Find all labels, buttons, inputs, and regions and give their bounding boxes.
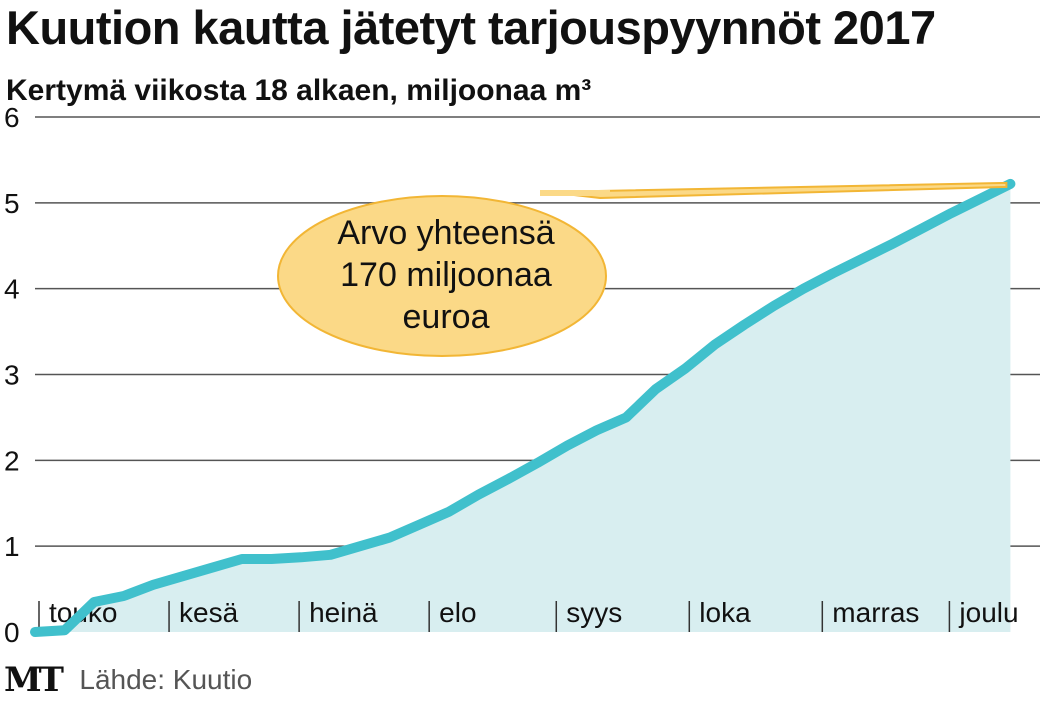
y-tick-label: 2 xyxy=(4,445,20,476)
source-note: Lähde: Kuutio xyxy=(79,664,253,695)
y-tick-label: 3 xyxy=(4,360,20,391)
publisher-logo: MT xyxy=(4,660,64,700)
callout-seam xyxy=(540,190,610,196)
month-label: marras xyxy=(832,597,919,628)
annotation-callout: Arvo yhteensä 170 miljoonaa euroa xyxy=(277,181,1008,357)
y-tick-label: 1 xyxy=(4,531,20,562)
month-label-layer: touko kesä heinä elo syys loka marras joulu xyxy=(38,597,1019,632)
month-label: loka xyxy=(699,597,751,628)
y-tick-label: 6 xyxy=(4,102,20,133)
series-line xyxy=(30,178,1016,637)
y-tick-label: 0 xyxy=(4,617,20,648)
callout-pointer xyxy=(547,181,1008,200)
callout-text-line-1: Arvo yhteensä xyxy=(337,214,554,252)
chart-title: Kuution kautta jätetyt tarjouspyynnöt 20… xyxy=(6,1,936,54)
chart-subtitle: Kertymä viikosta 18 alkaen, miljoonaa m³ xyxy=(6,74,592,107)
month-label: kesä xyxy=(179,597,239,628)
tick-layer: 0 1 2 3 4 5 6 xyxy=(4,102,20,648)
month-label: elo xyxy=(439,597,476,628)
month-label: syys xyxy=(566,597,622,628)
month-label: heinä xyxy=(309,597,378,628)
footer: MT Lähde: Kuutio xyxy=(4,660,252,700)
month-label: joulu xyxy=(958,597,1018,628)
callout-bubble xyxy=(277,195,607,357)
area-fill xyxy=(35,183,1011,632)
y-tick-label: 4 xyxy=(4,274,20,305)
callout-text-line-2: 170 miljoonaa xyxy=(340,256,552,294)
y-tick-label: 5 xyxy=(4,188,20,219)
callout-text-line-3: euroa xyxy=(403,298,490,336)
